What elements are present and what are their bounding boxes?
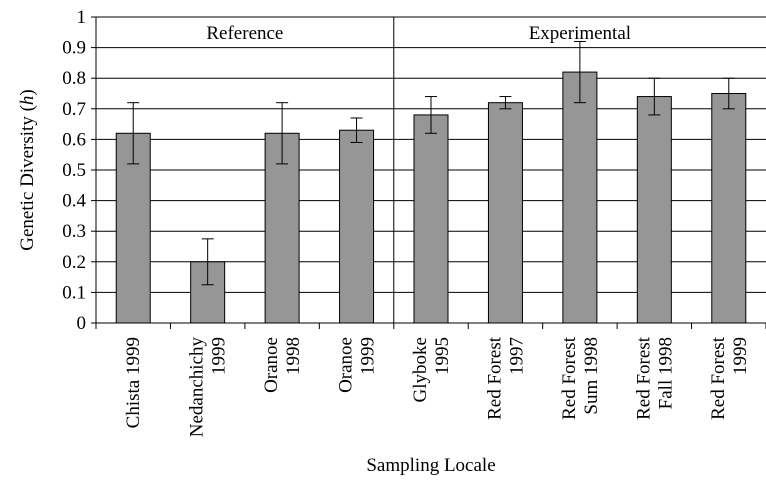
x-category-label: 1995 [432, 337, 453, 375]
bar [413, 114, 449, 324]
y-tick-label: 0.8 [62, 68, 86, 89]
x-category-label: Red Forest [559, 336, 580, 420]
bar [711, 93, 747, 324]
bar [487, 102, 523, 324]
x-category-label: Sum 1998 [581, 337, 602, 415]
x-category-label: Oranoe [336, 337, 357, 393]
y-tick-labels: 0 0.1 0.2 0.3 0.4 0.5 0.6 0.7 0.8 0.9 1 [62, 7, 86, 334]
y-tick-label: 0 [77, 313, 87, 334]
x-category-label: Red Forest [633, 336, 654, 420]
x-category-label: 1998 [283, 337, 304, 375]
x-category-label: Red Forest [484, 336, 505, 420]
y-tick-label: 0.3 [62, 221, 86, 242]
x-category-label: Glyboke [410, 337, 431, 402]
y-tick-label: 0.9 [62, 38, 86, 59]
x-category-label: Chista 1999 [123, 337, 144, 428]
x-category-label: 1999 [730, 337, 751, 375]
axes [91, 16, 766, 329]
y-tick-label: 0.6 [62, 129, 86, 150]
y-axis-title: Genetic Diversity (h) [17, 89, 38, 250]
x-category-label: 1997 [506, 337, 527, 375]
group-label: Experimental [529, 23, 631, 44]
x-category-labels: Chista 1999 Nedanchichy 1999 Oranoe 1998 Oran… [123, 336, 751, 437]
y-tick-label: 0.4 [62, 191, 86, 212]
y-tick-label: 0.1 [62, 282, 86, 303]
group-labels: Reference Experimental [206, 23, 631, 44]
group-label: Reference [206, 23, 283, 44]
x-category-label: 1999 [209, 337, 230, 375]
x-axis-title: Sampling Locale [366, 455, 495, 476]
bar [339, 129, 375, 324]
y-tick-label: 0.7 [62, 99, 86, 120]
x-category-label: Nedanchichy [187, 337, 208, 438]
bar [636, 96, 672, 324]
y-tick-label: 0.5 [62, 160, 86, 181]
bar [562, 71, 598, 324]
x-category-label: 1999 [358, 337, 379, 375]
y-tick-label: 1 [77, 7, 87, 28]
x-category-label: Oranoe [261, 337, 282, 393]
x-category-label: Red Forest [708, 336, 729, 420]
x-category-label: Fall 1998 [655, 337, 676, 409]
y-tick-label: 0.2 [62, 252, 86, 273]
error-bars [127, 40, 735, 286]
